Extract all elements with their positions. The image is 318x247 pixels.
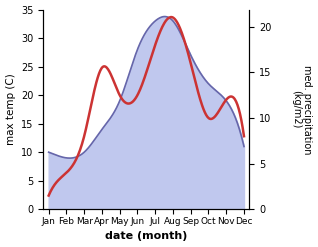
Y-axis label: max temp (C): max temp (C) [5, 74, 16, 145]
X-axis label: date (month): date (month) [105, 231, 188, 242]
Y-axis label: med. precipitation
(kg/m2): med. precipitation (kg/m2) [291, 65, 313, 154]
